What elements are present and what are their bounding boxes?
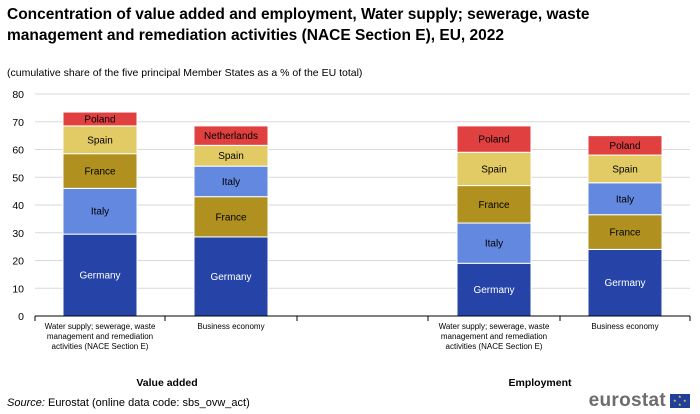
chart-subtitle: (cumulative share of the five principal … <box>7 67 363 79</box>
y-tick-label: 30 <box>12 228 24 240</box>
category-label: activities (NACE Section E) <box>52 342 149 351</box>
segment-label: Italy <box>616 194 634 205</box>
source-note: Source: Eurostat (online data code: sbs_… <box>7 397 250 409</box>
bar-segment-spain <box>62 125 138 155</box>
segment-label: Germany <box>210 272 251 283</box>
bar-segment-germany <box>62 233 138 317</box>
bar-segment-france <box>587 214 663 250</box>
segment-label: Spain <box>87 135 113 146</box>
bar-segment-france <box>62 153 138 189</box>
segment-label: Germany <box>79 271 120 282</box>
y-tick-label: 80 <box>12 89 24 101</box>
segment-label: Spain <box>612 164 638 175</box>
category-label: Business economy <box>591 322 658 331</box>
bar-segment-italy <box>62 187 138 235</box>
segment-label: Germany <box>473 285 514 296</box>
group-label: Value added <box>136 377 197 389</box>
bar-segment-france <box>193 196 269 238</box>
category-label: management and remediation <box>441 332 547 341</box>
category-label: Water supply; sewerage, waste <box>45 322 156 331</box>
category-label: Business economy <box>197 322 264 331</box>
segment-label: Italy <box>485 239 503 250</box>
segment-label: Italy <box>222 177 240 188</box>
bar-segment-spain <box>587 154 663 184</box>
y-tick-label: 10 <box>12 283 24 295</box>
bar-segment-italy <box>587 182 663 216</box>
eurostat-logo: eurostat ★ ★ ★ ★ <box>589 390 690 412</box>
category-label: management and remediation <box>47 332 153 341</box>
chart-canvas: 0 10 20 30 40 50 60 70 80 Germany Italy France Spain… <box>12 89 691 389</box>
y-tick-label: 0 <box>18 311 24 323</box>
segment-label: Spain <box>481 164 507 175</box>
bar-segment-poland <box>62 111 138 127</box>
segment-label: Netherlands <box>204 131 258 142</box>
bar-segment-germany <box>193 236 269 317</box>
category-label: Water supply; sewerage, waste <box>439 322 550 331</box>
y-tick-label: 40 <box>12 200 24 212</box>
logo-text: eurostat <box>588 390 666 411</box>
category-label: activities (NACE Section E) <box>446 342 543 351</box>
y-tick-label: 70 <box>12 117 24 129</box>
bar-segment-netherlands <box>193 125 269 146</box>
segment-label: Spain <box>218 151 244 162</box>
y-tick-label: 60 <box>12 145 24 157</box>
bar-segment-poland <box>456 125 532 153</box>
segment-label: France <box>84 167 116 178</box>
source-label: Source: <box>7 397 45 409</box>
bar-segment-germany <box>587 248 663 317</box>
chart-title: Concentration of value added and employm… <box>7 6 590 44</box>
segment-label: Germany <box>604 278 645 289</box>
bar-segment-spain <box>456 151 532 187</box>
segment-label: Poland <box>478 135 509 146</box>
segment-label: Italy <box>91 207 109 218</box>
y-tick-label: 20 <box>12 256 24 268</box>
segment-label: Poland <box>84 114 115 125</box>
segment-label: Poland <box>609 141 640 152</box>
bar-segment-poland <box>587 135 663 156</box>
eu-flag-icon: ★ ★ ★ ★ <box>670 394 690 408</box>
group-label: Employment <box>508 377 572 389</box>
bar-segment-italy <box>456 222 532 264</box>
segment-label: France <box>478 200 510 211</box>
y-tick-label: 50 <box>12 172 24 184</box>
source-text: Eurostat (online data code: sbs_ovw_act) <box>44 397 250 409</box>
segment-label: France <box>609 228 641 239</box>
segment-label: France <box>215 212 247 223</box>
